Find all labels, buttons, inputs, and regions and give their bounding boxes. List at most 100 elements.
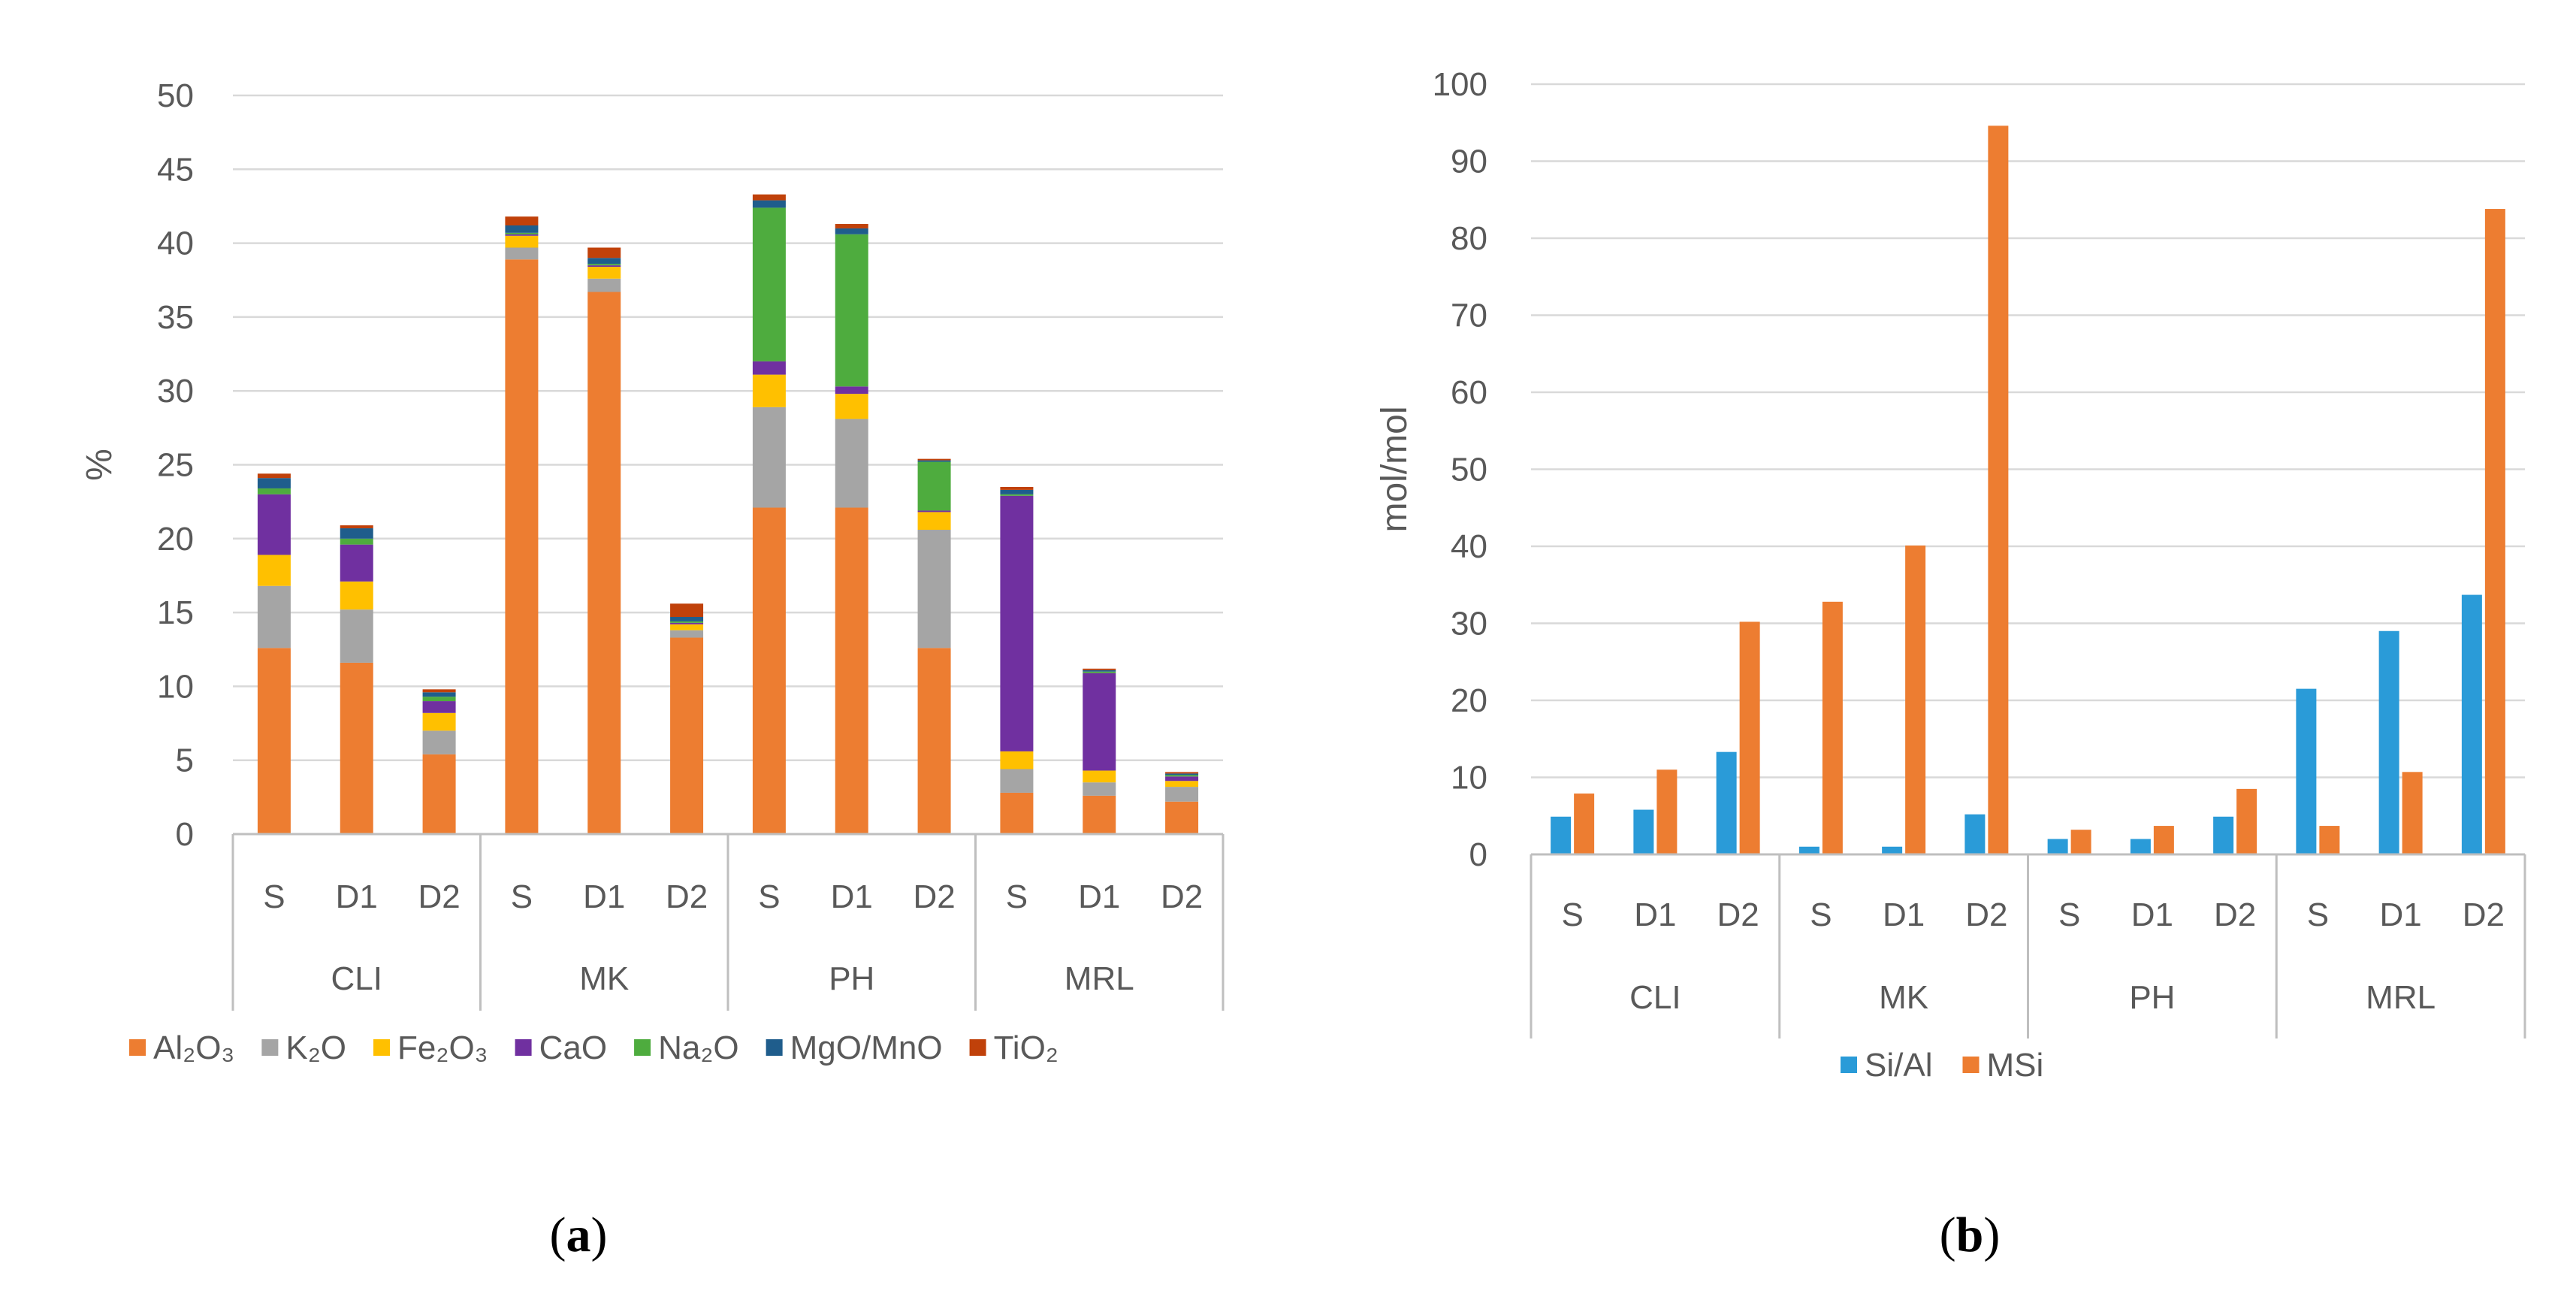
bar-mk-d2-si-al xyxy=(1964,814,1986,854)
bar-cli-s-na2o xyxy=(257,488,291,494)
bar-mk-d2-mgo-mno xyxy=(670,616,704,621)
y-tick-label: 90 xyxy=(1451,144,1487,180)
legend-swatch-fe2o3 xyxy=(373,1039,391,1056)
panel-label-letter: a xyxy=(566,1208,591,1262)
y-tick-label: 30 xyxy=(157,373,194,410)
y-axis-title: % xyxy=(80,449,119,481)
x-category-label: S xyxy=(758,878,780,915)
x-category-label: D1 xyxy=(336,878,378,915)
x-category-label: S xyxy=(1810,896,1832,933)
bar-cli-d1-tio2 xyxy=(340,525,373,529)
bar-mk-d2-msi xyxy=(1988,125,2009,855)
bar-ph-d2-k2o xyxy=(917,530,951,648)
panel-label: (a) xyxy=(550,1208,608,1262)
bar-ph-d1-fe2o3 xyxy=(835,394,868,419)
legend-label-fe2o3: Fe₂O₃ xyxy=(397,1029,488,1066)
bar-cli-d1-mgo-mno xyxy=(340,528,373,539)
y-tick-label: 100 xyxy=(1433,66,1487,103)
bar-ph-d1-na2o xyxy=(835,234,868,387)
bar-ph-d2-si-al xyxy=(2213,816,2234,854)
bar-ph-d2-na2o xyxy=(917,461,951,511)
bar-mk-d1-msi xyxy=(1905,545,1926,854)
bar-ph-s-fe2o3 xyxy=(752,374,786,407)
bar-ph-s-msi xyxy=(2070,830,2091,854)
bar-mk-s-si-al xyxy=(1798,846,1820,854)
x-category-label: D2 xyxy=(418,878,460,915)
panel-label-open: ( xyxy=(550,1208,566,1262)
y-tick-label: 50 xyxy=(1451,452,1487,488)
x-category-label: S xyxy=(2307,896,2329,933)
legend-swatch-tio2 xyxy=(969,1039,986,1056)
bar-mrl-d2-si-al xyxy=(2461,594,2482,854)
bar-cli-d2-k2o xyxy=(422,730,456,754)
bar-mk-s-tio2 xyxy=(505,216,539,226)
bar-cli-s-al2o3 xyxy=(257,648,291,834)
bar-cli-d2-msi xyxy=(1739,621,1760,854)
bar-ph-d1-tio2 xyxy=(835,224,868,228)
panel-label-letter: b xyxy=(1956,1208,1984,1262)
y-tick-label: 50 xyxy=(157,77,194,114)
y-tick-label: 35 xyxy=(157,299,194,336)
bar-cli-s-k2o xyxy=(257,585,291,648)
bar-mrl-d1-na2o xyxy=(1083,671,1116,673)
bar-mk-d1-cao xyxy=(587,265,621,268)
bar-mk-d2-k2o xyxy=(670,630,704,638)
bar-ph-d1-msi xyxy=(2153,826,2174,854)
y-tick-label: 40 xyxy=(1451,528,1487,565)
bar-mk-d1-na2o xyxy=(587,264,621,266)
bar-cli-d2-na2o xyxy=(422,697,456,702)
bar-mk-d1-mgo-mno xyxy=(587,258,621,265)
y-tick-label: 20 xyxy=(1451,682,1487,719)
y-tick-label: 60 xyxy=(1451,374,1487,411)
bar-mrl-d1-tio2 xyxy=(1083,668,1116,670)
bar-mrl-d2-k2o xyxy=(1165,787,1199,802)
bar-cli-s-tio2 xyxy=(257,473,291,479)
bar-cli-d1-msi xyxy=(1656,769,1678,854)
bar-mrl-s-al2o3 xyxy=(1000,792,1034,834)
legend-swatch-al2o3 xyxy=(129,1039,146,1056)
y-tick-label: 70 xyxy=(1451,298,1487,334)
bar-cli-d2-fe2o3 xyxy=(422,712,456,731)
bar-ph-s-mgo-mno xyxy=(752,200,786,208)
bar-ph-d1-mgo-mno xyxy=(835,228,868,234)
bar-mrl-d1-mgo-mno xyxy=(1083,670,1116,672)
bar-mk-d1-al2o3 xyxy=(587,292,621,834)
x-category-label: S xyxy=(1561,896,1583,933)
bar-cli-d1-fe2o3 xyxy=(340,581,373,610)
bar-cli-d2-mgo-mno xyxy=(422,692,456,697)
bar-ph-d2-cao xyxy=(917,510,951,512)
bar-mrl-d2-fe2o3 xyxy=(1165,781,1199,788)
bar-ph-d2-tio2 xyxy=(917,458,951,461)
legend-swatch-mgo-mno xyxy=(766,1039,783,1056)
x-group-label: PH xyxy=(829,960,874,997)
x-category-label: D2 xyxy=(1161,878,1203,915)
x-category-label: D2 xyxy=(666,878,708,915)
bar-ph-d1-al2o3 xyxy=(835,507,868,834)
bar-mk-s-al2o3 xyxy=(505,259,539,834)
bar-cli-s-cao xyxy=(257,494,291,555)
y-tick-label: 80 xyxy=(1451,220,1487,257)
bar-mk-d1-fe2o3 xyxy=(587,267,621,279)
bar-ph-s-k2o xyxy=(752,407,786,508)
bar-mrl-s-tio2 xyxy=(1000,486,1034,490)
bar-mk-s-na2o xyxy=(505,232,539,234)
bar-mrl-d1-fe2o3 xyxy=(1083,770,1116,783)
bar-mk-s-msi xyxy=(1822,601,1843,854)
bar-cli-d1-cao xyxy=(340,544,373,582)
bar-mk-d2-tio2 xyxy=(670,603,704,617)
bar-mk-d2-al2o3 xyxy=(670,637,704,834)
bar-mrl-d1-al2o3 xyxy=(1083,795,1116,834)
x-category-label: D2 xyxy=(2214,896,2256,933)
bar-mrl-d2-tio2 xyxy=(1165,772,1199,774)
bar-ph-s-na2o xyxy=(752,207,786,361)
bar-cli-d1-na2o xyxy=(340,538,373,545)
y-tick-label: 10 xyxy=(1451,760,1487,797)
bar-ph-d2-al2o3 xyxy=(917,648,951,834)
bar-ph-s-cao xyxy=(752,361,786,375)
x-group-label: MK xyxy=(1879,979,1928,1016)
bar-mk-d2-fe2o3 xyxy=(670,624,704,630)
x-group-label: CLI xyxy=(331,960,382,997)
bar-mk-s-k2o xyxy=(505,247,539,260)
bar-mrl-s-k2o xyxy=(1000,769,1034,793)
legend-label-al2o3: Al₂O₃ xyxy=(153,1029,234,1066)
